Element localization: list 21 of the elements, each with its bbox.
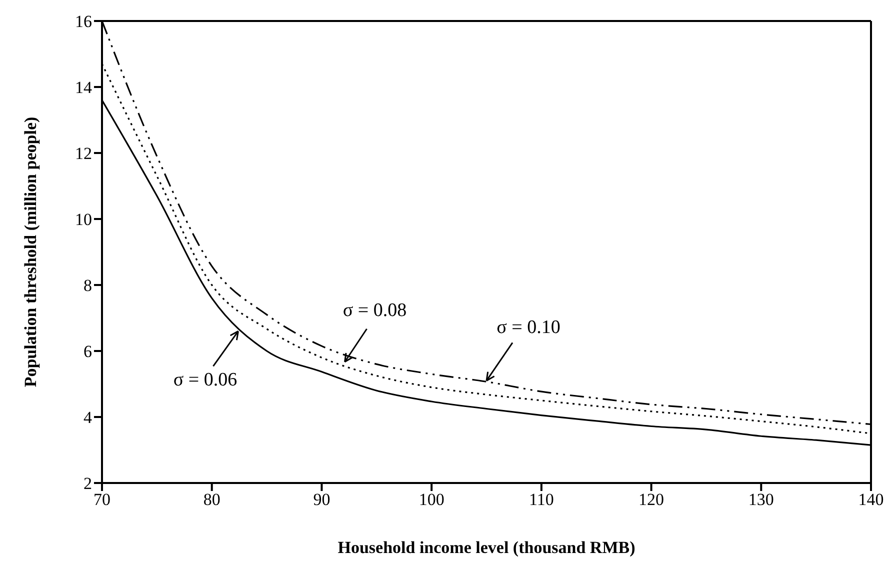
x-axis-title: Household income level (thousand RMB) [338, 538, 636, 557]
y-tick-label: 16 [75, 12, 92, 32]
y-tick-label: 6 [84, 342, 92, 362]
y-tick-label: 2 [84, 474, 92, 494]
x-tick-label: 130 [748, 490, 774, 510]
x-tick-label: 70 [94, 490, 110, 510]
x-tick-label: 100 [418, 490, 444, 510]
x-tick-label: 90 [313, 490, 330, 510]
annotation: σ = 0.08 [342, 300, 407, 322]
y-tick-label: 4 [84, 408, 92, 428]
x-tick-label: 80 [203, 490, 220, 510]
annotation: σ = 0.10 [496, 317, 560, 338]
y-tick-label: 12 [75, 144, 92, 164]
annotation: σ = 0.06 [173, 370, 238, 391]
x-tick-label: 110 [528, 490, 554, 510]
y-tick-label: 8 [84, 276, 92, 296]
y-tick-label: 10 [75, 210, 92, 230]
x-tick-label: 140 [858, 490, 884, 510]
y-tick-label: 14 [75, 78, 92, 98]
y-axis-title: Population threshold (million people) [21, 116, 40, 388]
x-tick-label: 120 [638, 490, 664, 510]
